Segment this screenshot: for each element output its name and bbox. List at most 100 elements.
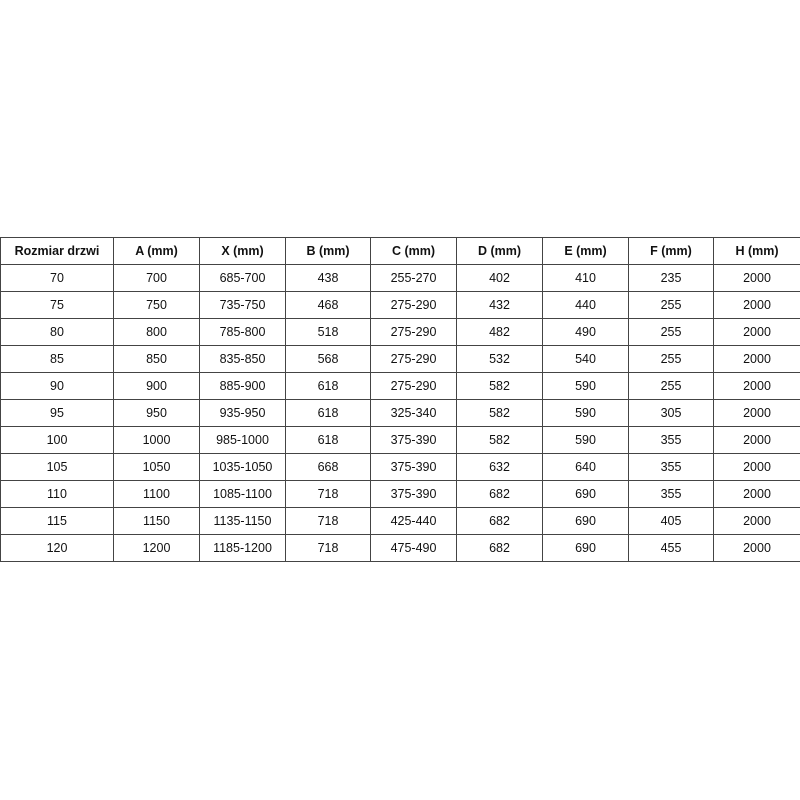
table-cell: 2000 (713, 264, 800, 292)
table-cell: 100 (0, 426, 114, 454)
header-row: Rozmiar drzwi A (mm) X (mm) B (mm) C (mm) D (… (0, 237, 800, 265)
table-cell: 110 (0, 480, 114, 508)
table-cell: 275-290 (370, 372, 457, 400)
table-cell: 85 (0, 345, 114, 373)
table-cell: 255 (628, 372, 714, 400)
table-row: 70 700 685-700 438 255-270 402 410 235 2000 (0, 264, 800, 292)
table-cell: 1200 (113, 534, 200, 562)
table-cell: 1085-1100 (199, 480, 286, 508)
table-cell: 325-340 (370, 399, 457, 427)
table-cell: 402 (456, 264, 543, 292)
table-cell: 455 (628, 534, 714, 562)
table-cell: 582 (456, 399, 543, 427)
table-cell: 690 (542, 480, 629, 508)
table-cell: 640 (542, 453, 629, 481)
table-cell: 2000 (713, 480, 800, 508)
table-cell: 835-850 (199, 345, 286, 373)
table-cell: 305 (628, 399, 714, 427)
table-cell: 468 (285, 291, 371, 319)
table-cell: 95 (0, 399, 114, 427)
table-cell: 750 (113, 291, 200, 319)
table-cell: 1100 (113, 480, 200, 508)
column-header: D (mm) (456, 237, 543, 265)
table-cell: 700 (113, 264, 200, 292)
table-cell: 1035-1050 (199, 453, 286, 481)
table-cell: 375-390 (370, 480, 457, 508)
table-cell: 75 (0, 291, 114, 319)
table-cell: 2000 (713, 534, 800, 562)
table-cell: 405 (628, 507, 714, 535)
table-cell: 1150 (113, 507, 200, 535)
table-cell: 255 (628, 291, 714, 319)
column-header: E (mm) (542, 237, 629, 265)
table-cell: 90 (0, 372, 114, 400)
column-header: B (mm) (285, 237, 371, 265)
table-cell: 900 (113, 372, 200, 400)
table-cell: 255 (628, 345, 714, 373)
table-row: 110 1100 1085-1100 718 375-390 682 690 355 2000 (0, 480, 800, 508)
table-cell: 275-290 (370, 345, 457, 373)
table-cell: 850 (113, 345, 200, 373)
table-cell: 582 (456, 372, 543, 400)
table-cell: 255-270 (370, 264, 457, 292)
table-cell: 2000 (713, 507, 800, 535)
table-cell: 425-440 (370, 507, 457, 535)
table-cell: 985-1000 (199, 426, 286, 454)
table-cell: 482 (456, 318, 543, 346)
table-cell: 682 (456, 507, 543, 535)
table-cell: 440 (542, 291, 629, 319)
column-header: A (mm) (113, 237, 200, 265)
table-cell: 235 (628, 264, 714, 292)
table-cell: 582 (456, 426, 543, 454)
table-cell: 590 (542, 399, 629, 427)
table-cell: 2000 (713, 399, 800, 427)
table-cell: 355 (628, 426, 714, 454)
table-cell: 375-390 (370, 426, 457, 454)
table-cell: 518 (285, 318, 371, 346)
table-cell: 632 (456, 453, 543, 481)
table-cell: 590 (542, 426, 629, 454)
table-cell: 785-800 (199, 318, 286, 346)
table-cell: 438 (285, 264, 371, 292)
column-header: X (mm) (199, 237, 286, 265)
table-cell: 105 (0, 453, 114, 481)
table-cell: 275-290 (370, 318, 457, 346)
table-cell: 718 (285, 534, 371, 562)
table-cell: 1000 (113, 426, 200, 454)
table-cell: 800 (113, 318, 200, 346)
table-cell: 355 (628, 480, 714, 508)
table-cell: 120 (0, 534, 114, 562)
table-cell: 532 (456, 345, 543, 373)
table-cell: 355 (628, 453, 714, 481)
table-cell: 735-750 (199, 291, 286, 319)
column-header: F (mm) (628, 237, 714, 265)
table-cell: 540 (542, 345, 629, 373)
table-body: 70 700 685-700 438 255-270 402 410 235 2000 75 750… (0, 264, 800, 562)
table-cell: 2000 (713, 318, 800, 346)
table-cell: 718 (285, 507, 371, 535)
table-cell: 2000 (713, 453, 800, 481)
table-cell: 568 (285, 345, 371, 373)
table-cell: 2000 (713, 426, 800, 454)
table-cell: 410 (542, 264, 629, 292)
table-cell: 80 (0, 318, 114, 346)
table-cell: 490 (542, 318, 629, 346)
table-cell: 682 (456, 534, 543, 562)
table-cell: 255 (628, 318, 714, 346)
table-cell: 935-950 (199, 399, 286, 427)
table-cell: 70 (0, 264, 114, 292)
table-cell: 950 (113, 399, 200, 427)
table-cell: 375-390 (370, 453, 457, 481)
table-cell: 2000 (713, 345, 800, 373)
table-cell: 115 (0, 507, 114, 535)
table-cell: 2000 (713, 291, 800, 319)
table-cell: 618 (285, 372, 371, 400)
table-cell: 1135-1150 (199, 507, 286, 535)
column-header: C (mm) (370, 237, 457, 265)
table-row: 115 1150 1135-1150 718 425-440 682 690 405 2000 (0, 507, 800, 535)
table-row: 95 950 935-950 618 325-340 582 590 305 2000 (0, 399, 800, 427)
table-cell: 718 (285, 480, 371, 508)
table-row: 90 900 885-900 618 275-290 582 590 255 2000 (0, 372, 800, 400)
table-cell: 432 (456, 291, 543, 319)
table-cell: 668 (285, 453, 371, 481)
